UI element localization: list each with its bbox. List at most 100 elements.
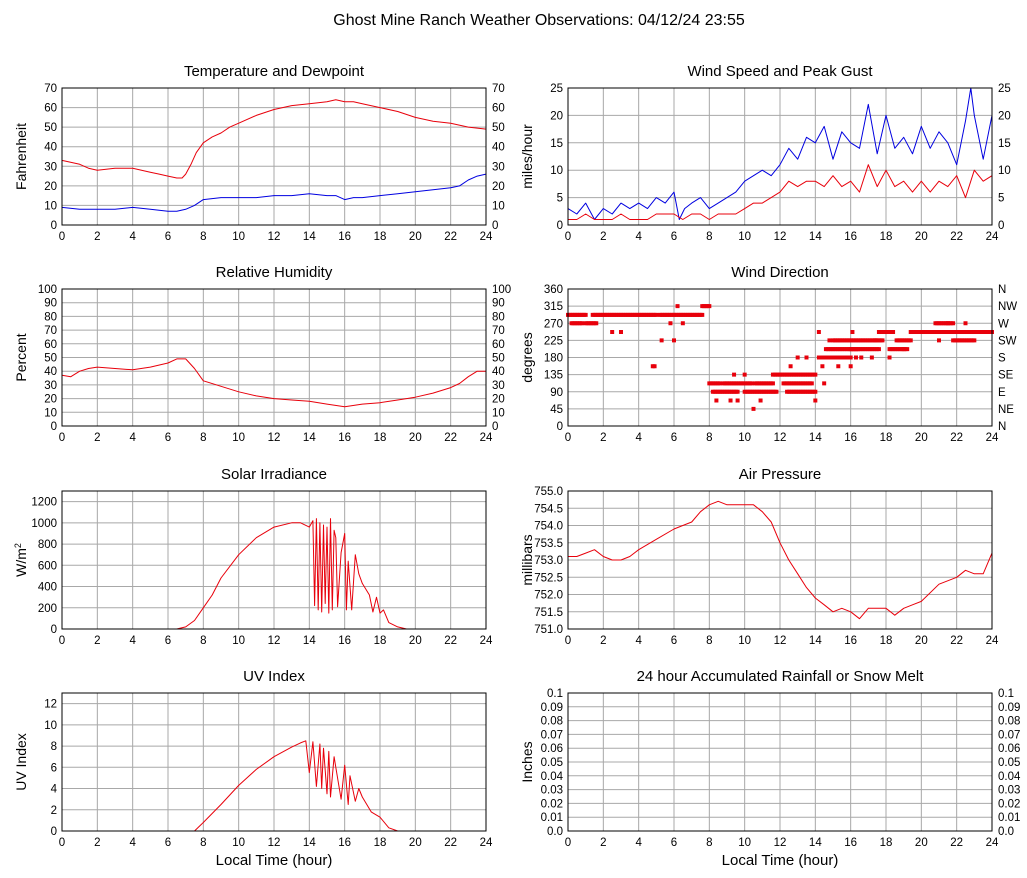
compass-label: S (998, 353, 1006, 365)
series-line-1 (567, 87, 993, 220)
direction-point (751, 406, 756, 411)
page-title: Ghost Mine Ranch Weather Observations: 0… (333, 12, 745, 29)
direction-point (668, 321, 673, 326)
y-tick-label: 753.5 (534, 538, 563, 550)
compass-label: N (998, 284, 1006, 296)
x-tick-label: 14 (809, 432, 822, 444)
y-tick-label: 0 (51, 826, 57, 838)
y-tick-label-right: 70 (492, 325, 505, 337)
y-tick-label: 60 (44, 103, 57, 115)
y-tick-label: 0.04 (541, 771, 564, 783)
y-tick-label-right: 10 (492, 200, 505, 212)
y-tick-label: 1200 (31, 497, 57, 509)
x-tick-label: 8 (706, 231, 712, 243)
x-tick-label: 14 (809, 837, 822, 849)
y-tick-label: 4 (51, 784, 58, 796)
x-tick-label: 12 (774, 837, 787, 849)
x-tick-label: 14 (809, 635, 822, 647)
y-tick-label: 0.0 (547, 826, 563, 838)
compass-label: NW (998, 301, 1017, 313)
direction-point (652, 364, 657, 369)
y-tick-label: 70 (44, 83, 57, 95)
series-line-1 (568, 500, 993, 620)
x-tick-label: 12 (268, 837, 281, 849)
x-tick-label: 6 (165, 231, 171, 243)
y-tick-label-right: 40 (492, 142, 505, 154)
y-tick-label-right: 80 (492, 311, 505, 323)
direction-point (937, 338, 941, 343)
y-tick-label: 0.01 (541, 812, 563, 824)
x-tick-label: 16 (844, 432, 857, 444)
y-tick-label: 30 (44, 161, 57, 173)
y-axis-label: millibars (519, 534, 535, 585)
y-tick-label: 600 (38, 560, 57, 572)
series-line-2 (61, 173, 487, 212)
direction-point (700, 312, 705, 317)
x-tick-label: 4 (635, 432, 642, 444)
x-tick-label: 18 (880, 231, 893, 243)
chart-title: UV Index (243, 668, 305, 685)
y-tick-label: 0 (51, 220, 57, 232)
direction-point (735, 389, 740, 394)
direction-point (820, 364, 825, 369)
direction-point (742, 372, 747, 377)
x-tick-label: 2 (94, 635, 100, 647)
direction-point (880, 338, 885, 343)
x-tick-label: 18 (374, 231, 387, 243)
direction-point (908, 338, 913, 343)
y-tick-label-right: 30 (492, 161, 505, 173)
x-tick-label: 12 (268, 635, 281, 647)
x-tick-label: 6 (165, 837, 171, 849)
y-tick-label: 6 (51, 762, 57, 774)
x-tick-label: 12 (268, 231, 281, 243)
x-axis-label: Local Time (hour) (216, 852, 333, 869)
x-tick-label: 22 (444, 432, 457, 444)
y-tick-label-right: 0 (998, 220, 1004, 232)
y-axis-label: Fahrenheit (13, 123, 29, 190)
x-tick-label: 0 (59, 432, 65, 444)
direction-point (732, 372, 737, 377)
y-tick-label: 754.0 (534, 521, 563, 533)
y-tick-label: 315 (544, 301, 563, 313)
direction-point (951, 321, 956, 326)
x-tick-label: 0 (565, 231, 571, 243)
y-tick-label: 20 (44, 394, 57, 406)
chart-title: Wind Speed and Peak Gust (687, 63, 873, 80)
y-tick-label: 20 (550, 110, 563, 122)
y-tick-label: 50 (44, 122, 57, 134)
x-tick-label: 16 (844, 837, 857, 849)
y-tick-label: 360 (544, 284, 563, 296)
direction-point (714, 398, 719, 403)
direction-point (853, 355, 858, 360)
y-tick-label: 40 (44, 142, 57, 154)
y-tick-label-right: 20 (492, 394, 505, 406)
y-tick-label: 15 (550, 138, 563, 150)
x-tick-label: 2 (600, 837, 606, 849)
x-tick-label: 20 (915, 635, 928, 647)
x-tick-label: 2 (600, 231, 606, 243)
chart-title: Solar Irradiance (221, 466, 327, 483)
x-tick-label: 4 (129, 231, 136, 243)
x-tick-label: 6 (671, 432, 677, 444)
y-tick-label: 5 (557, 193, 563, 205)
y-tick-label-right: 50 (492, 122, 505, 134)
x-tick-label: 6 (165, 635, 171, 647)
x-tick-label: 0 (565, 432, 571, 444)
plot-frame (567, 87, 993, 226)
y-tick-label-right: 0.08 (998, 716, 1020, 728)
y-tick-label-right: 0.05 (998, 757, 1020, 769)
y-tick-label: 70 (44, 325, 57, 337)
direction-point (901, 347, 906, 352)
direction-point (836, 364, 841, 369)
x-tick-label: 24 (480, 432, 493, 444)
y-tick-label: 40 (44, 366, 57, 378)
x-tick-label: 8 (200, 432, 206, 444)
x-tick-label: 14 (303, 837, 316, 849)
series-line-2 (568, 164, 993, 220)
y-tick-label: 0.09 (541, 702, 563, 714)
y-tick-label-right: 50 (492, 353, 505, 365)
x-tick-label: 0 (59, 635, 65, 647)
y-tick-label: 90 (550, 387, 563, 399)
